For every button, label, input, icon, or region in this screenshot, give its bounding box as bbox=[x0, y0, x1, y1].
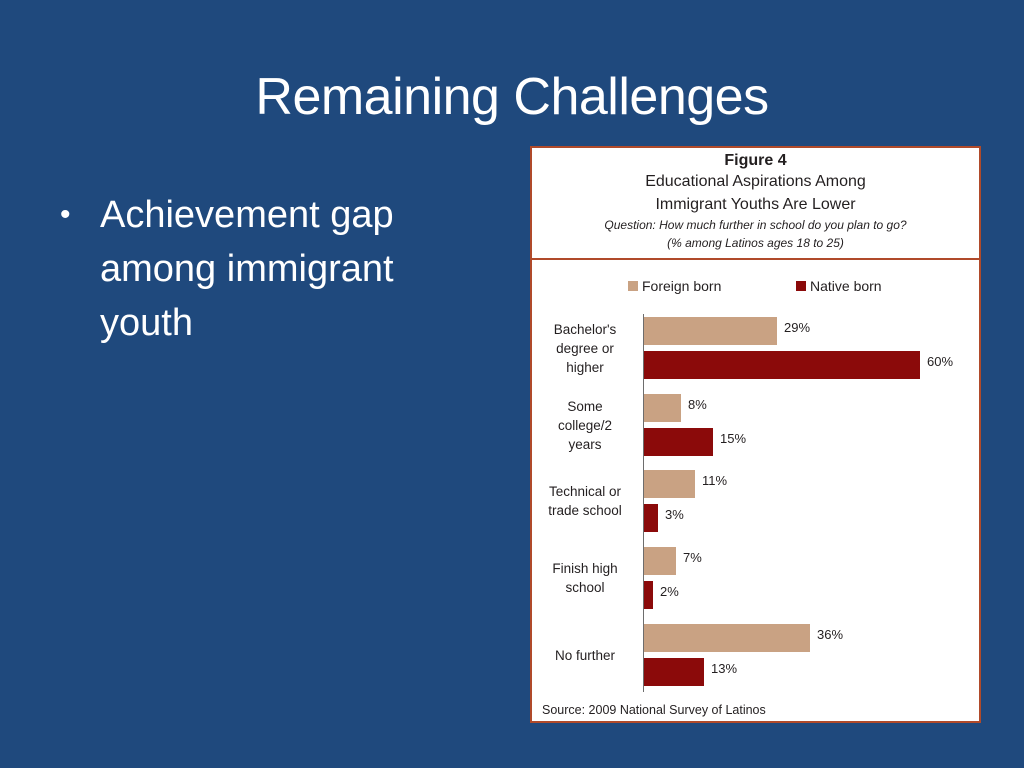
bar-value-label: 3% bbox=[665, 507, 684, 522]
bar-foreign-born bbox=[644, 470, 695, 498]
legend-label-native: Native born bbox=[810, 278, 882, 294]
bullet-icon: • bbox=[60, 198, 71, 231]
legend-label-foreign: Foreign born bbox=[642, 278, 722, 294]
bar-value-label: 13% bbox=[711, 661, 738, 676]
bar-value-label: 15% bbox=[720, 431, 747, 446]
bullet-item: • Achievement gap among immigrant youth bbox=[58, 188, 478, 350]
bar-native-born bbox=[644, 581, 653, 609]
bar-native-born bbox=[644, 351, 920, 379]
bar-value-label: 11% bbox=[702, 473, 728, 488]
bar-value-label: 60% bbox=[927, 354, 954, 369]
legend-swatch-native-icon bbox=[796, 281, 806, 291]
chart-legend: Foreign born Native born bbox=[532, 278, 979, 298]
category-label: No further bbox=[554, 647, 616, 663]
figure-source: Source: 2009 National Survey of Latinos bbox=[542, 703, 766, 717]
bar-native-born bbox=[644, 658, 704, 686]
bar-foreign-born bbox=[644, 624, 810, 652]
figure-title-line2: Immigrant Youths Are Lower bbox=[655, 196, 856, 213]
category-label: Some college/2 years bbox=[557, 398, 613, 452]
legend-item-foreign: Foreign born bbox=[628, 278, 721, 294]
legend-item-native: Native born bbox=[796, 278, 882, 294]
figure-header: Figure 4 Educational Aspirations Among I… bbox=[532, 148, 979, 260]
bar-foreign-born bbox=[644, 317, 777, 345]
category-label: Bachelor's degree or higher bbox=[553, 321, 617, 375]
figure-chart: Figure 4 Educational Aspirations Among I… bbox=[530, 146, 981, 723]
figure-label: Figure 4 bbox=[724, 152, 787, 169]
figure-subtitle: (% among Latinos ages 18 to 25) bbox=[667, 236, 844, 250]
bar-value-label: 36% bbox=[817, 627, 844, 642]
bullet-list: • Achievement gap among immigrant youth bbox=[58, 188, 478, 350]
chart-axis-line bbox=[643, 314, 644, 692]
bullet-text: Achievement gap among immigrant youth bbox=[100, 194, 394, 344]
bar-foreign-born bbox=[644, 394, 681, 422]
bar-value-label: 2% bbox=[660, 584, 679, 599]
bar-native-born bbox=[644, 504, 658, 532]
legend-swatch-foreign-icon bbox=[628, 281, 638, 291]
bar-foreign-born bbox=[644, 547, 676, 575]
category-label: Technical or trade school bbox=[548, 484, 622, 518]
figure-title-line1: Educational Aspirations Among bbox=[645, 173, 866, 190]
bar-value-label: 8% bbox=[688, 397, 707, 412]
bar-value-label: 29% bbox=[784, 320, 811, 335]
figure-question: Question: How much further in school do … bbox=[604, 218, 907, 232]
slide-title: Remaining Challenges bbox=[255, 68, 769, 126]
bar-value-label: 7% bbox=[683, 550, 702, 565]
category-label: Finish high school bbox=[552, 561, 618, 595]
bar-native-born bbox=[644, 428, 713, 456]
